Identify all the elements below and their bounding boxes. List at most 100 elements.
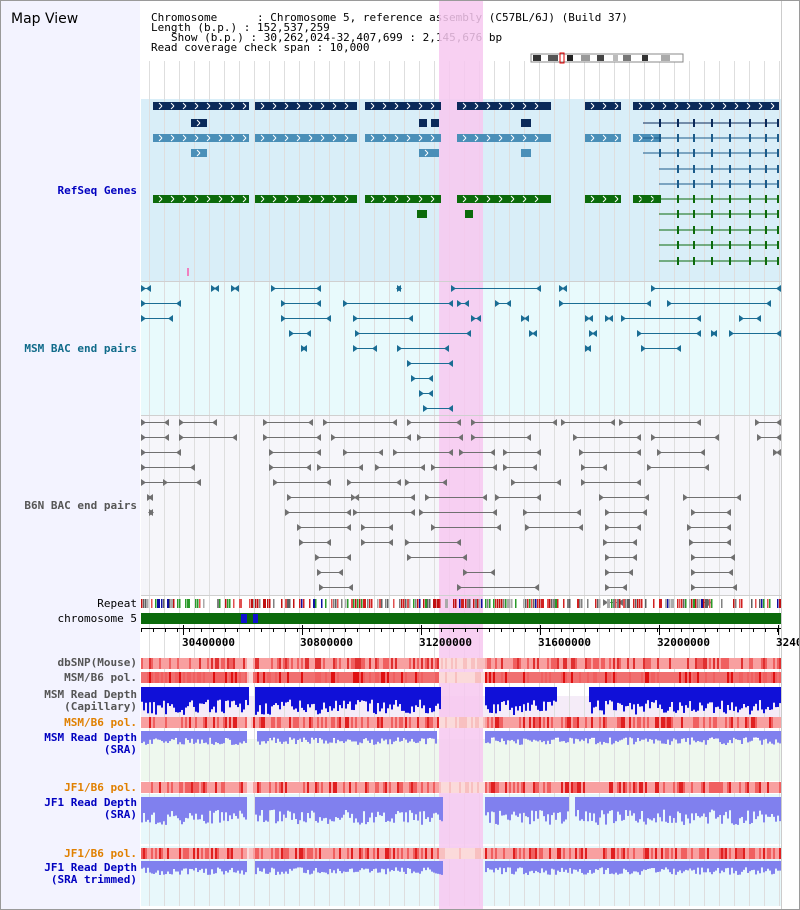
heat-cell: [649, 672, 651, 683]
msm-b6-pol-label[interactable]: MSM/B6 pol.: [64, 671, 137, 684]
gene-arrow: [284, 137, 289, 142]
depth-bar: [769, 797, 771, 817]
heat-cell: [737, 848, 739, 859]
heat-cell: [625, 717, 627, 728]
refseq-exon: [677, 180, 679, 188]
depth-bar: [533, 687, 535, 701]
heat-cell: [153, 658, 155, 669]
heat-cell: [343, 848, 345, 859]
heat-cell: [263, 782, 265, 793]
heat-cell: [181, 848, 183, 859]
depth-bar: [497, 731, 499, 742]
depth-bar: [269, 687, 271, 715]
repeat-element: [345, 599, 347, 608]
depth-bar: [407, 731, 409, 743]
gene-arrow: [320, 105, 325, 110]
bac-end: [644, 494, 649, 501]
heat-cell: [487, 658, 489, 669]
depth-bar: [285, 797, 287, 818]
dbsnp-label[interactable]: dbSNP(Mouse): [57, 656, 137, 669]
heat-cell: [573, 848, 575, 859]
depth-bar: [579, 797, 581, 821]
heat-cell: [427, 848, 429, 859]
heat-cell: [619, 717, 621, 728]
heat-cell: [193, 848, 195, 859]
heat-cell: [733, 848, 735, 859]
heat-cell: [723, 782, 725, 793]
bac-end: [407, 554, 412, 561]
heat-cell: [697, 672, 699, 683]
repeat-element: [417, 599, 419, 608]
depth-bar: [507, 861, 509, 868]
depth-bar: [367, 861, 369, 869]
depth-bar: [535, 797, 537, 812]
depth-bar: [175, 731, 177, 738]
heat-cell: [645, 848, 647, 859]
repeat-element: [683, 599, 685, 608]
heat-cell: [571, 658, 573, 669]
gene-arrow: [272, 134, 277, 139]
heat-cell: [675, 848, 677, 859]
heat-cell: [657, 717, 659, 728]
jf1-read-label[interactable]: JF1 Read Depth: [44, 796, 137, 809]
heat-cell: [337, 717, 339, 728]
heat-cell: [531, 672, 533, 683]
gene-arrow: [614, 102, 619, 107]
msm-read-cap-label[interactable]: MSM Read Depth: [44, 688, 137, 701]
bac-end: [691, 554, 696, 561]
depth-bar: [211, 861, 213, 870]
heat-cell: [243, 782, 245, 793]
heat-cell: [573, 782, 575, 793]
gene-arrow: [534, 105, 539, 110]
msm-read-sra-label[interactable]: MSM Read Depth: [44, 731, 137, 744]
heat-cell: [439, 782, 441, 793]
heat-cell: [233, 658, 235, 669]
heat-cell: [607, 848, 609, 859]
depth-bar: [541, 861, 543, 869]
refseq-genes-label[interactable]: RefSeq Genes: [57, 184, 137, 197]
heat-cell: [169, 782, 171, 793]
depth-bar: [699, 731, 701, 742]
heat-cell: [523, 717, 525, 728]
depth-bar: [765, 797, 767, 815]
heat-cell: [363, 717, 365, 728]
heat-cell: [735, 782, 737, 793]
depth-bar: [689, 861, 691, 869]
depth-bar: [539, 797, 541, 811]
heat-cell: [205, 672, 207, 683]
jf1-pol-label[interactable]: JF1/B6 pol.: [64, 781, 137, 794]
heat-cell: [389, 782, 391, 793]
heat-cell: [707, 717, 709, 728]
depth-bar: [289, 797, 291, 812]
gene-arrow: [722, 102, 727, 107]
heat-cell: [505, 848, 507, 859]
heat-cell: [745, 717, 747, 728]
repeat-element: [315, 599, 317, 608]
depth-bar: [297, 731, 299, 740]
bac-end: [196, 479, 201, 486]
msm-b6-pol2-label[interactable]: MSM/B6 pol.: [64, 716, 137, 729]
depth-bar: [375, 731, 377, 745]
heat-cell: [531, 658, 533, 669]
msm-bac-label[interactable]: MSM BAC end pairs: [24, 342, 137, 355]
depth-bar: [283, 861, 285, 874]
heat-cell: [583, 658, 585, 669]
heat-cell: [759, 782, 761, 793]
depth-bar: [433, 687, 435, 712]
gene-arrow: [522, 134, 527, 139]
heat-cell: [453, 717, 455, 728]
heat-cell: [541, 782, 543, 793]
repeat-element: [705, 599, 708, 608]
b6n-bac-label[interactable]: B6N BAC end pairs: [24, 499, 137, 512]
heat-cell: [739, 672, 741, 683]
depth-bar: [157, 797, 159, 823]
repeat-element: [587, 599, 589, 608]
heat-cell: [251, 848, 253, 859]
heat-cell: [295, 658, 297, 669]
depth-bar: [195, 731, 197, 743]
depth-bar: [555, 731, 557, 738]
depth-bar: [295, 861, 297, 869]
heat-cell: [405, 782, 407, 793]
jf1-read-trim-label[interactable]: JF1 Read Depth: [44, 861, 137, 874]
jf1-pol2-label[interactable]: JF1/B6 pol.: [64, 847, 137, 860]
